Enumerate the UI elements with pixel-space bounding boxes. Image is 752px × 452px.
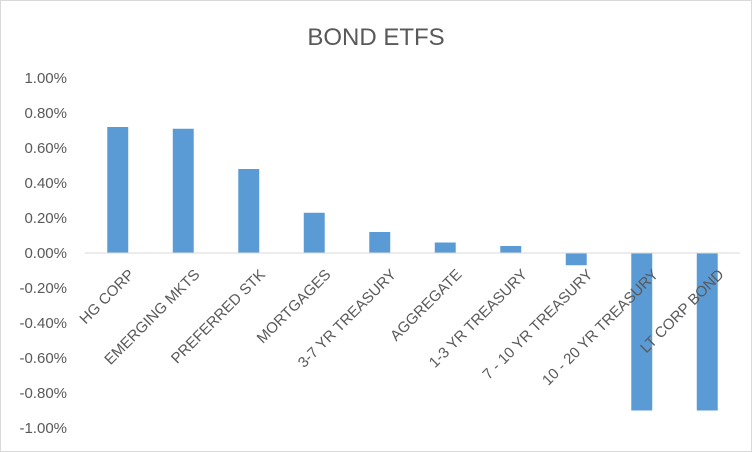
bar: [696, 253, 718, 411]
y-tick-label: 0.80%: [24, 105, 67, 122]
y-tick-label: -0.80%: [19, 385, 67, 402]
bar: [434, 242, 456, 253]
y-axis-ticks: 1.00% 0.80% 0.60% 0.40% 0.20% 0.00% -0.20% -0.4…: [19, 70, 67, 437]
y-tick-label: 0.40%: [24, 175, 67, 192]
x-tick-label: 7 - 10 YR TREASURY: [479, 266, 596, 383]
bar: [303, 212, 325, 253]
y-tick-label: 0.60%: [24, 140, 67, 157]
bar: [631, 253, 653, 411]
bars: [107, 127, 718, 411]
chart-title: BOND ETFS: [307, 24, 444, 51]
bar: [369, 232, 391, 253]
bar: [565, 253, 587, 266]
bar: [500, 246, 522, 253]
bar: [172, 128, 194, 253]
x-tick-label: HG CORP: [76, 266, 138, 328]
bar: [238, 169, 260, 253]
y-tick-label: 0.20%: [24, 210, 67, 227]
y-tick-label: -1.00%: [19, 420, 67, 437]
y-tick-label: -0.20%: [19, 280, 67, 297]
bar: [107, 127, 129, 253]
y-tick-label: 0.00%: [24, 245, 67, 262]
y-tick-label: -0.40%: [19, 315, 67, 332]
y-tick-label: -0.60%: [19, 350, 67, 367]
y-tick-label: 1.00%: [24, 70, 67, 87]
